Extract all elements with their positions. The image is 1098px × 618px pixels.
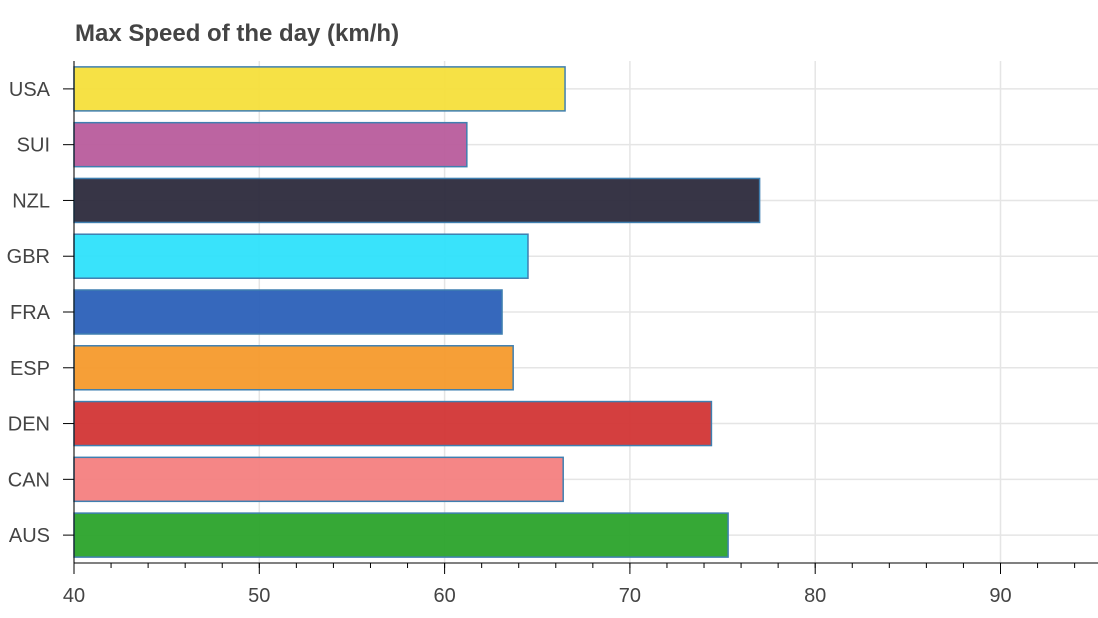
y-tick-label: AUS xyxy=(9,525,50,547)
x-tick-label: 80 xyxy=(804,585,826,607)
bar xyxy=(73,345,514,391)
bar xyxy=(73,66,566,112)
bar xyxy=(73,289,503,335)
y-tick-label: GBR xyxy=(7,246,50,268)
y-tick-label: CAN xyxy=(8,469,50,491)
bar xyxy=(73,121,468,168)
y-tick-label: FRA xyxy=(10,302,51,324)
x-tick-label: 90 xyxy=(989,585,1011,607)
y-tick-label: ESP xyxy=(10,358,50,380)
y-tick-label: SUI xyxy=(17,135,50,157)
x-tick-label: 60 xyxy=(433,585,455,607)
y-tick-label: USA xyxy=(9,79,51,101)
y-tick-label: NZL xyxy=(12,190,50,212)
y-tick-label: DEN xyxy=(8,414,50,436)
bar xyxy=(73,512,729,558)
axes-layer: USA SUI NZL GBR FRA ESP DEN CAN AUS 40 50 60 70 80 90 xyxy=(7,61,1098,607)
bar xyxy=(73,400,713,447)
chart-title: Max Speed of the day (km/h) xyxy=(75,20,400,47)
x-tick-label: 70 xyxy=(619,585,641,607)
x-tick-label: 40 xyxy=(63,585,85,607)
bar xyxy=(73,177,761,224)
bars-layer xyxy=(73,66,761,558)
bar xyxy=(73,456,564,503)
bar xyxy=(73,233,529,279)
x-tick-label: 50 xyxy=(248,585,270,607)
